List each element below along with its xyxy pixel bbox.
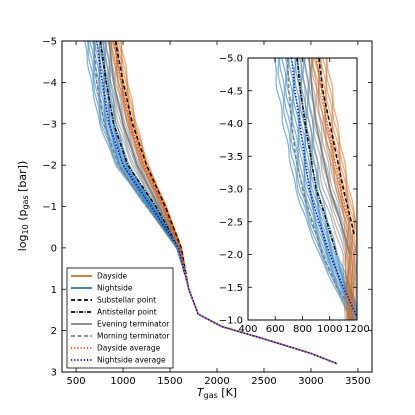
x-tick-label: 2000 [204,376,229,387]
y-tick-label: −4 [42,78,57,89]
y-tick-label: −4.0 [219,119,243,130]
y-tick-label: 0 [51,243,57,254]
x-tick-label: 3000 [298,376,323,387]
inset-plot: 400 600 800 1000 1200 −5.0 −4.5 −4.0 −3.5 −3.0 −2… [219,54,370,336]
y-tick-label: −2.0 [219,250,243,261]
series-line [308,58,351,255]
y-tick-label: −2.5 [219,217,243,228]
inset-x-ticks: 400 600 800 1000 1200 [238,58,370,335]
series-line [96,41,338,365]
y-axis-label: log10 (pgas [bar]) [16,161,30,252]
x-tick-label: 1200 [344,324,369,335]
x-axis-label: Tgas [K] [197,386,237,400]
y-tick-label: −2 [42,161,57,172]
profile-line [326,58,357,320]
y-tick-label: −5.0 [219,54,243,65]
y-tick-label: 2 [51,326,57,337]
series-line [296,58,338,255]
x-tick-label: 600 [266,324,285,335]
profile-line [311,58,348,320]
y-tick-label: −3 [42,119,57,130]
x-tick-label: 2500 [251,376,276,387]
profile-line [287,58,357,320]
legend-label: Antistellar point [97,308,157,317]
profile-line [297,58,347,320]
legend-box [66,267,174,369]
x-tick-label: 800 [293,324,312,335]
profile-line [295,58,357,315]
y-tick-label: −3.5 [219,152,243,163]
main-x-ticks: 500 1000 1500 2000 2500 3000 3500 [67,41,371,387]
x-tick-label: 400 [238,324,257,335]
legend-label: Nightside [97,284,133,293]
x-tick-label: 1000 [317,324,342,335]
profile-line [302,58,357,309]
inset-series-group [286,58,357,318]
profile-line [278,58,354,320]
series-line [112,41,338,365]
x-tick-label: 1000 [110,376,135,387]
y-tick-label: −1.0 [219,316,243,327]
series-line [286,58,357,318]
legend-label: Substellar point [97,296,156,305]
x-tick-label: 1500 [157,376,182,387]
profile-line [273,58,351,320]
y-tick-label: −5 [42,37,57,48]
legend-label: Morning terminator [97,332,171,341]
y-tick-label: 3 [51,368,57,379]
inset-y-ticks: −5.0 −4.5 −4.0 −3.5 −3.0 −2.5 −2.0 −1.5 −1.0 [219,54,357,327]
legend-label: Nightside average [97,356,166,365]
profile-line [318,58,352,320]
series-line [318,58,356,236]
legend-label: Dayside average [97,344,161,353]
series-line [290,58,357,318]
y-tick-label: 1 [51,285,57,296]
profile-line [316,58,351,320]
legend: Dayside Nightside Substellar point Antistel… [66,267,174,369]
x-tick-label: 500 [67,376,86,387]
x-tick-label: 3500 [345,376,370,387]
main-y-ticks: −5 −4 −3 −2 −1 0 1 2 3 [42,37,372,379]
profile-line [100,41,186,273]
y-tick-label: −1 [42,202,57,213]
main-series-group [93,41,338,365]
profile-line [284,58,356,320]
y-tick-label: −3.0 [219,185,243,196]
y-tick-label: −1.5 [219,283,243,294]
y-tick-label: −4.5 [219,86,243,97]
legend-label: Evening terminator [97,320,170,329]
legend-label: Dayside [97,272,128,281]
